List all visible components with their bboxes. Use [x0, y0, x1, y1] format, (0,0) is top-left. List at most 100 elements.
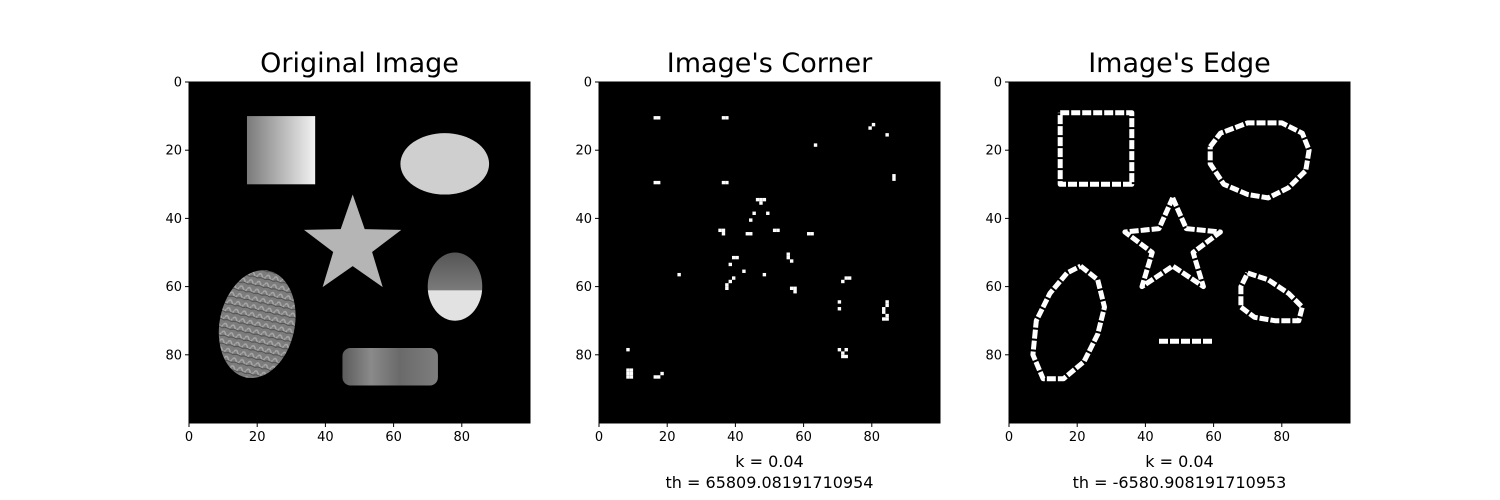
panel-2: Image's Corner 0 20 40 60 80 0 20 40 60 80 k = 0.04… [575, 48, 941, 492]
corner-point [841, 354, 845, 359]
corner-point [742, 269, 746, 273]
corner-point [847, 276, 852, 280]
edge-outline-oval [1207, 120, 1312, 201]
corner-point [735, 255, 739, 260]
image-content [626, 116, 896, 379]
x-tick-label: 40 [317, 430, 334, 445]
corner-point [793, 290, 797, 294]
edge-outline-leaf [1030, 263, 1107, 382]
corner-point [728, 262, 732, 267]
corner-point [793, 286, 797, 291]
x-tick-label: 20 [659, 430, 676, 445]
corner-point [749, 218, 753, 222]
corner-point [721, 232, 726, 236]
corner-point [813, 143, 818, 147]
y-tick-label: 20 [165, 144, 182, 159]
y-tick-label: 60 [165, 280, 182, 295]
corner-point [759, 201, 763, 205]
corner-point [837, 347, 842, 352]
corner-point [807, 232, 811, 236]
corner-point [810, 232, 814, 236]
corner-point [844, 354, 848, 359]
corner-point [653, 116, 657, 120]
image-content [218, 116, 490, 386]
axes-frame [598, 81, 941, 424]
panel-title: Original Image [260, 48, 459, 79]
corner-point [837, 300, 842, 304]
panel-title: Image's Corner [667, 48, 873, 79]
x-tick-label: 60 [1205, 430, 1222, 445]
corner-point [844, 347, 848, 352]
axes-frame [188, 81, 531, 424]
corner-point [762, 272, 767, 277]
corner-point [653, 375, 657, 379]
y-tick-label: 40 [985, 212, 1002, 227]
corner-point [762, 197, 767, 202]
corner-point [656, 180, 661, 185]
y-tick-label: 0 [584, 76, 592, 91]
y-tick-label: 80 [165, 348, 182, 363]
corner-point [885, 300, 889, 304]
corner-point [725, 283, 729, 287]
edge-outline-cup [1238, 270, 1305, 324]
corner-point [885, 317, 889, 321]
corner-point [656, 116, 661, 120]
corner-point [749, 232, 753, 236]
corner-point [892, 177, 896, 181]
corner-point [882, 307, 886, 311]
x-axis-label-line: k = 0.04 [1145, 452, 1213, 471]
x-tick-label: 60 [795, 430, 812, 445]
oval-shape [400, 133, 490, 195]
panel-title: Image's Edge [1088, 48, 1271, 79]
corner-point [626, 371, 630, 376]
corner-point [789, 286, 794, 291]
x-axis-label-line: th = 65809.08191710954 [666, 473, 874, 492]
x-tick-label: 80 [1274, 430, 1291, 445]
panel-3: Image's Edge 0 20 40 60 80 0 20 40 60 80 k = 0.04 th… [985, 48, 1351, 492]
square-shape [246, 116, 316, 185]
y-tick-label: 0 [994, 76, 1002, 91]
corner-point [745, 232, 750, 236]
corner-point [844, 276, 848, 280]
axes-frame [1008, 81, 1351, 424]
corner-point [721, 228, 726, 233]
x-tick-label: 0 [1005, 430, 1013, 445]
y-tick-label: 40 [165, 212, 182, 227]
corner-point [776, 228, 780, 233]
corner-point [885, 313, 889, 318]
corner-point [786, 252, 790, 256]
corner-point [626, 375, 630, 379]
y-tick-label: 80 [575, 348, 592, 363]
corner-point [882, 310, 886, 314]
corner-point [731, 255, 736, 260]
x-tick-label: 0 [595, 430, 603, 445]
corner-point [841, 351, 845, 355]
x-tick-label: 60 [385, 430, 402, 445]
corner-point [626, 368, 630, 372]
corner-point [728, 279, 732, 284]
cup-shape [427, 252, 483, 321]
corner-point [755, 197, 760, 202]
corner-point [892, 174, 896, 178]
corner-point [629, 368, 634, 372]
corner-point [629, 375, 634, 379]
x-axis-label-line: k = 0.04 [735, 452, 803, 471]
corner-point [766, 211, 770, 215]
corner-point [789, 259, 794, 263]
y-tick-label: 40 [575, 212, 592, 227]
x-tick-label: 40 [727, 430, 744, 445]
corner-point [759, 197, 763, 202]
image-area [1009, 82, 1350, 423]
corner-point [885, 133, 889, 137]
corner-point [752, 211, 756, 215]
corner-point [868, 126, 872, 130]
panel-1: Original Image 0 20 40 60 80 0 20 40 60 80 [165, 48, 531, 445]
y-tick-label: 0 [174, 76, 182, 91]
corner-point [786, 255, 790, 260]
x-tick-label: 0 [185, 430, 193, 445]
x-tick-label: 20 [249, 430, 266, 445]
y-tick-label: 20 [985, 144, 1002, 159]
y-tick-label: 60 [985, 280, 1002, 295]
y-tick-label: 20 [575, 144, 592, 159]
